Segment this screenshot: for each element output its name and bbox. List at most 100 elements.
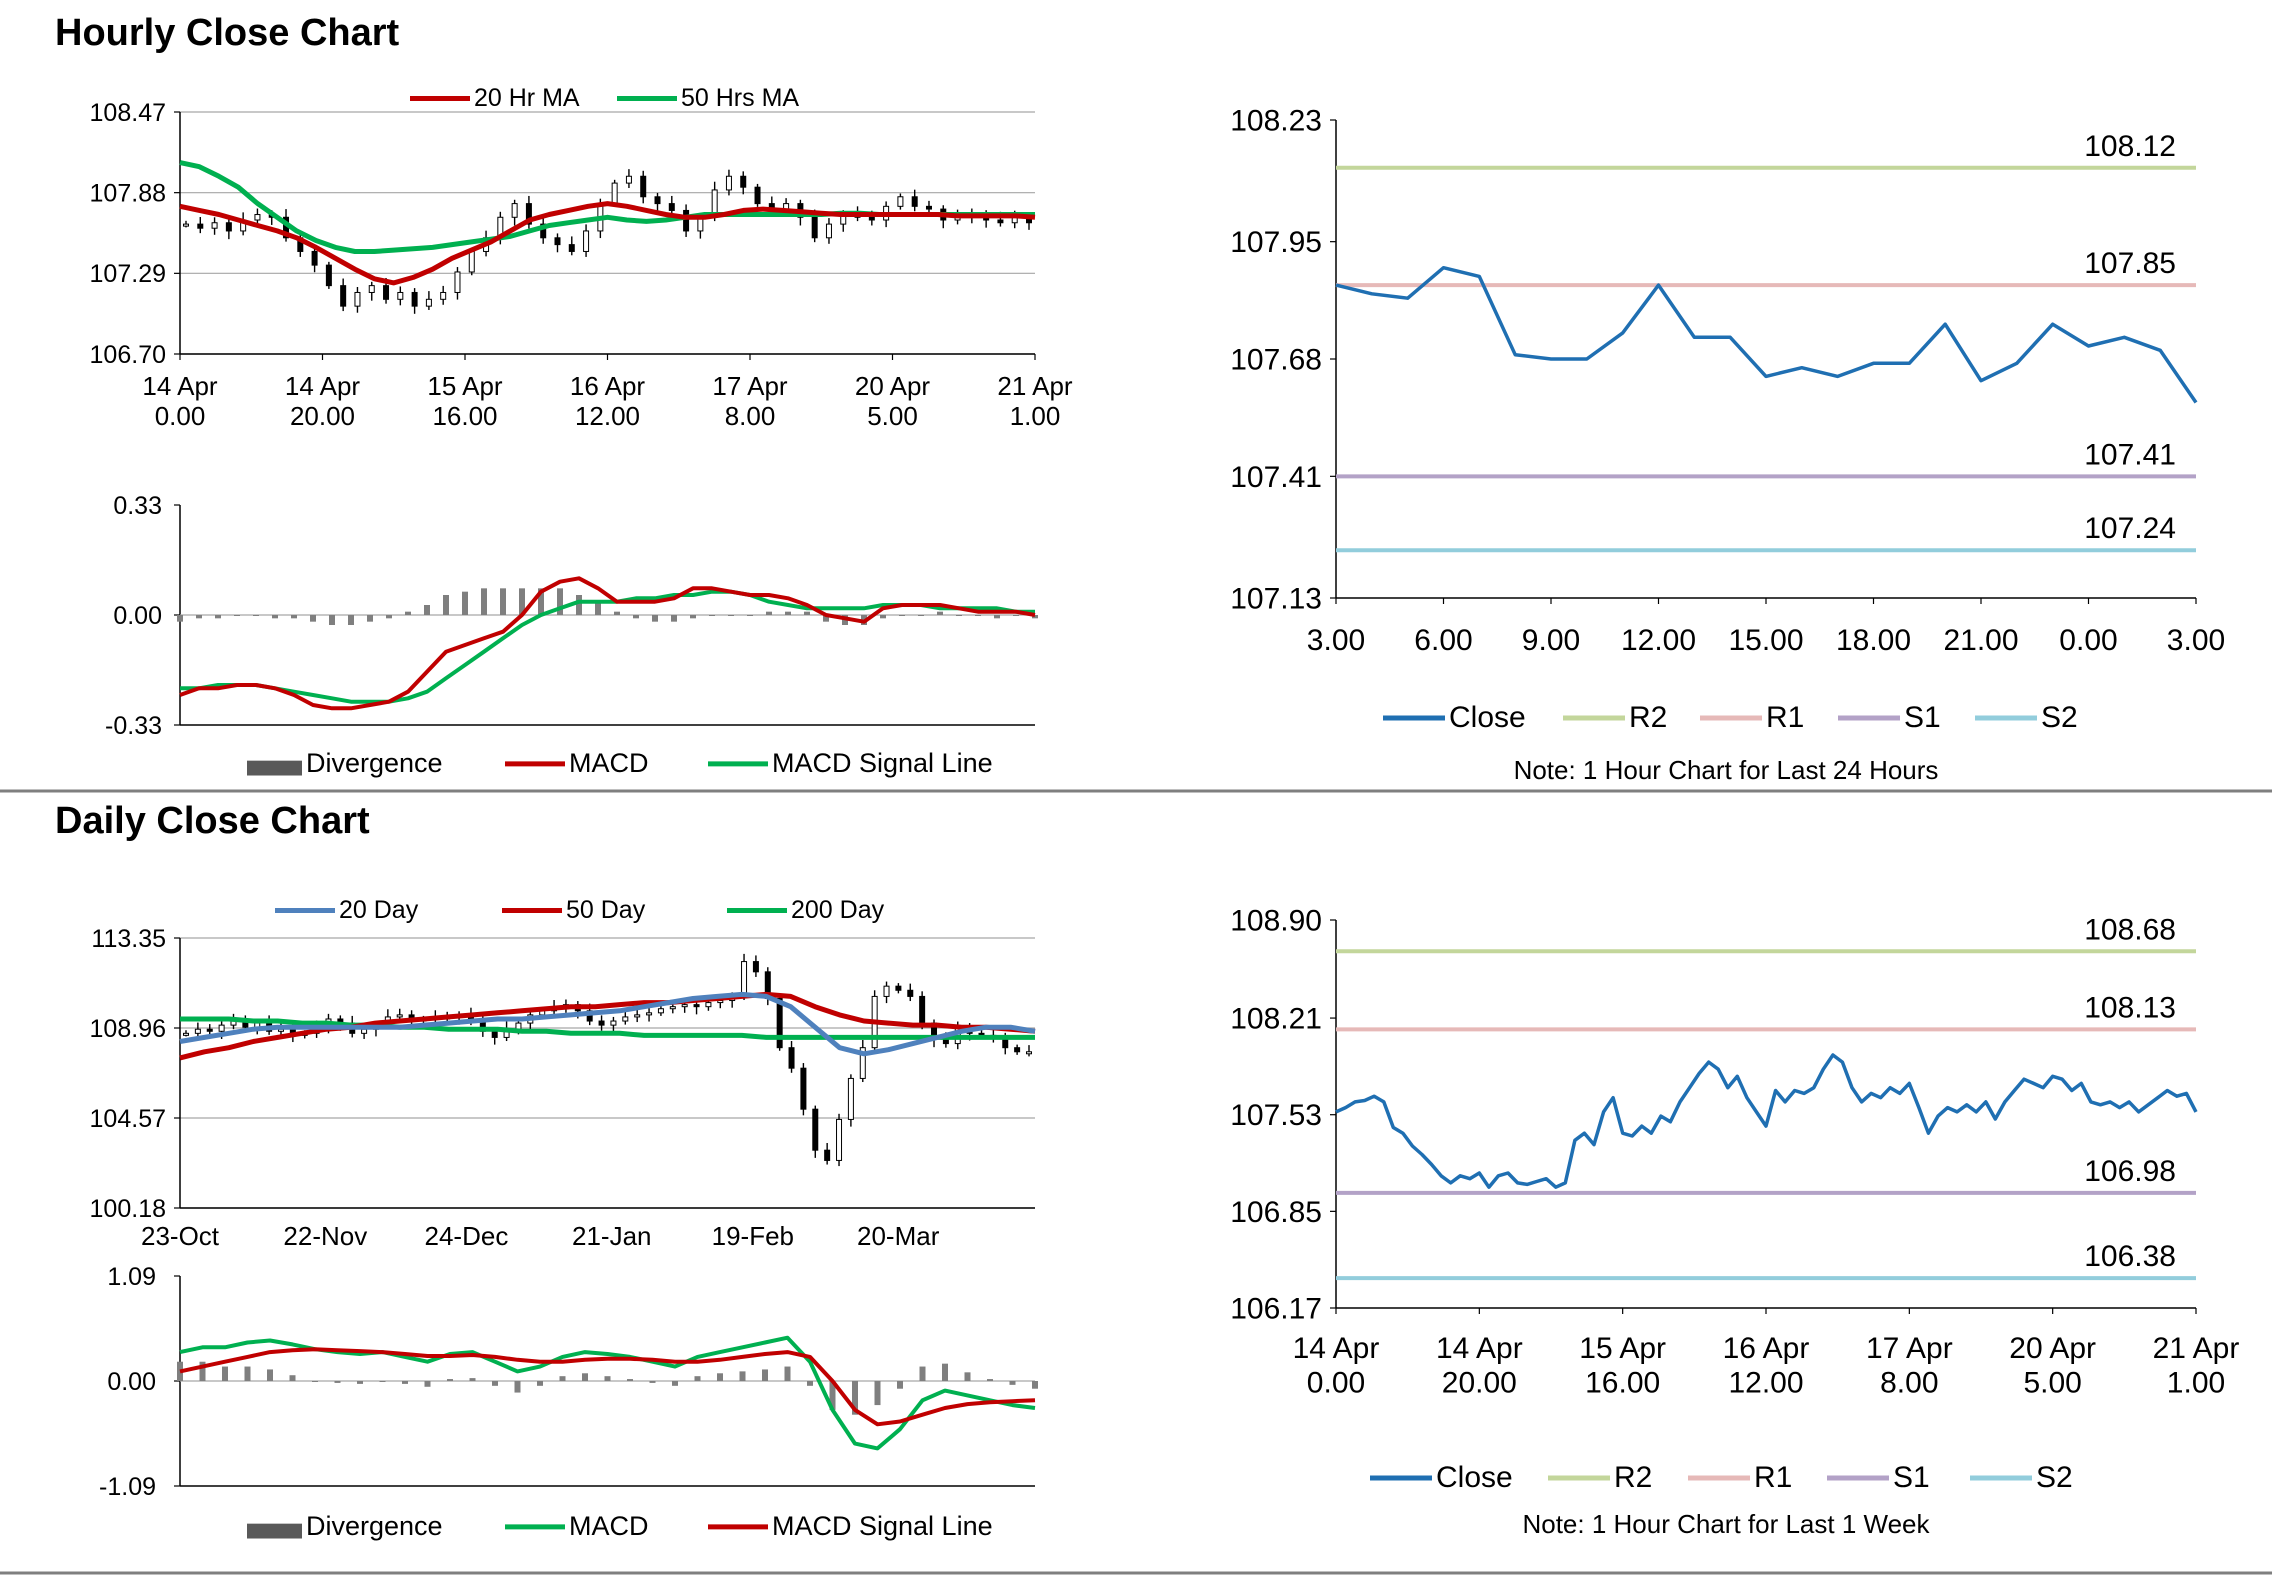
daily-price-candle-body <box>776 997 783 1049</box>
hourly-macd-divergence-bar <box>215 615 221 619</box>
hourly-price-ma20-line <box>179 201 1036 286</box>
hourly-price-candle-body <box>525 203 532 225</box>
hourly-price-candle-body <box>568 244 575 252</box>
daily-price-ma200-line <box>180 1016 1035 1040</box>
close-1w-legend-label: Close <box>1436 1461 1513 1494</box>
hourly-macd-divergence-bar <box>728 615 734 616</box>
daily-macd-divergence-bar <box>357 1381 363 1384</box>
close-1w-level-s2-label: 106.38 <box>2084 1240 2176 1273</box>
hourly-price-candle-body <box>668 203 675 211</box>
hourly-price-candle-body <box>211 222 218 229</box>
hourly-price-candle-body <box>654 196 661 205</box>
hourly-macd-divergence-bar <box>614 611 620 615</box>
daily-price-candle-body <box>598 1020 605 1026</box>
hourly-macd-divergence-bar <box>804 611 810 615</box>
hourly-price-candle-body <box>225 222 232 232</box>
close-1w-xtick-label: 16.00 <box>1585 1367 1660 1400</box>
daily-macd-divergence-bar <box>312 1381 318 1382</box>
daily-price-xtick-label: 19-Feb <box>712 1221 794 1251</box>
close-24h-xtick-label: 0.00 <box>2059 624 2117 657</box>
hourly-price-ytick-label: 106.70 <box>90 341 166 369</box>
daily-macd-divergence-bar <box>649 1381 656 1383</box>
daily-macd-divergence-bar <box>267 1369 273 1381</box>
close-1w-note: Note: 1 Hour Chart for Last 1 Week <box>1522 1509 1930 1539</box>
daily-price-candle-body <box>1014 1047 1021 1053</box>
daily-price-legend-label: 200 Day <box>791 896 885 924</box>
close-24h-ytick-label: 107.95 <box>1230 226 1322 259</box>
hourly-macd-divergence-bar <box>367 615 373 622</box>
daily-macd-divergence-bar <box>964 1372 971 1381</box>
hourly-price-ytick-label: 108.47 <box>90 99 166 127</box>
hourly-price-candle-body <box>397 291 404 300</box>
hourly-macd-divergence-bar <box>443 595 449 615</box>
hourly-macd-divergence-bar <box>234 615 240 616</box>
close-1w-legend-label: R2 <box>1614 1461 1652 1494</box>
hourly-price-candle-body <box>325 264 332 287</box>
hourly-price-candle-body <box>183 223 189 227</box>
hourly-price-candle-body <box>340 285 347 307</box>
hourly-macd-divergence-bar <box>329 615 335 625</box>
daily-macd-divergence-bar <box>222 1366 228 1381</box>
hourly-price-candle-body <box>740 175 747 188</box>
close-24h-ytick-label: 108.23 <box>1230 105 1322 138</box>
close-1w-level-r1-label: 108.13 <box>2084 991 2176 1024</box>
close-24h-level-s2-label: 107.24 <box>2084 512 2176 545</box>
daily-price-candle-body <box>634 1014 641 1018</box>
close-1w-legend-label: S1 <box>1893 1461 1930 1494</box>
close-24h-legend-label: R2 <box>1629 701 1667 734</box>
daily-price-xtick-label: 20-Mar <box>857 1221 940 1251</box>
daily-price-candle-body <box>919 995 926 1024</box>
daily-price-candle-body <box>515 1022 522 1030</box>
hourly-macd-ytick-label: -0.33 <box>105 712 162 740</box>
daily-price-candle-body <box>836 1118 843 1161</box>
daily-macd-divergence-bar <box>627 1379 633 1381</box>
daily-macd-legend-label: Divergence <box>306 1511 443 1541</box>
daily-price-candle-body <box>681 1004 688 1008</box>
hourly-price-xtick-label: 20 Apr <box>855 371 931 401</box>
daily-price-legend-label: 20 Day <box>339 896 419 924</box>
daily-price-candle-body <box>788 1047 795 1069</box>
close-1w-xtick-label: 21 Apr <box>2153 1332 2240 1365</box>
hourly-macd-divergence-bar <box>918 615 924 616</box>
daily-price-candle-body <box>800 1067 807 1110</box>
hourly-price-xtick-label: 20.00 <box>290 401 355 431</box>
hourly-macd-macd-line <box>179 576 1036 711</box>
daily-price-ma50-line <box>179 991 1036 1061</box>
hourly-macd-divergence-bar <box>633 615 639 619</box>
hourly-macd-divergence-bar <box>785 611 791 615</box>
daily-macd-divergence-bar <box>1009 1381 1016 1385</box>
daily-macd-divergence-bar <box>762 1369 768 1381</box>
hourly-macd-divergence-bar <box>557 588 563 615</box>
hourly-price-legend-label: 50 Hrs MA <box>681 84 799 112</box>
hourly-price-candle-body <box>683 209 690 232</box>
close-24h-close-line <box>1335 265 2198 404</box>
hourly-price-candle-body <box>454 271 461 293</box>
daily-price-ytick-label: 113.35 <box>91 925 166 953</box>
daily-macd-legend-swatch <box>247 1523 302 1539</box>
close-1w-xtick-label: 20.00 <box>1442 1367 1517 1400</box>
daily-price-candle-body <box>491 1030 498 1038</box>
daily-price-candle-body <box>824 1149 831 1161</box>
close-24h-legend-label: R1 <box>1766 701 1804 734</box>
daily-price-candle-body <box>194 1028 201 1034</box>
hourly-macd-divergence-bar <box>519 588 525 615</box>
hourly-price-candle-body <box>254 214 261 221</box>
daily-macd-divergence-bar <box>829 1381 836 1410</box>
hourly-macd-divergence-bar <box>481 588 487 615</box>
close-24h-xtick-label: 12.00 <box>1621 624 1696 657</box>
close-1w-xtick-label: 14 Apr <box>1436 1332 1523 1365</box>
daily-price-candle-body <box>859 1047 866 1079</box>
hourly-macd-divergence-bar <box>272 615 278 619</box>
daily-price-candle-body <box>741 961 748 997</box>
hourly-price-candle-body <box>554 237 561 246</box>
close-24h-level-r2-label: 108.12 <box>2084 130 2176 163</box>
daily-price-candle-body <box>669 1006 676 1010</box>
daily-macd-divergence-bar <box>739 1371 746 1381</box>
hourly-macd-divergence-bar <box>956 615 962 616</box>
close-24h-level-r1-label: 107.85 <box>2084 247 2176 280</box>
hourly-macd-divergence-bar <box>823 615 829 622</box>
close-24h-xtick-label: 9.00 <box>1522 624 1580 657</box>
hourly-macd-divergence-bar <box>424 605 430 615</box>
hourly-price-candle-body <box>540 223 547 239</box>
